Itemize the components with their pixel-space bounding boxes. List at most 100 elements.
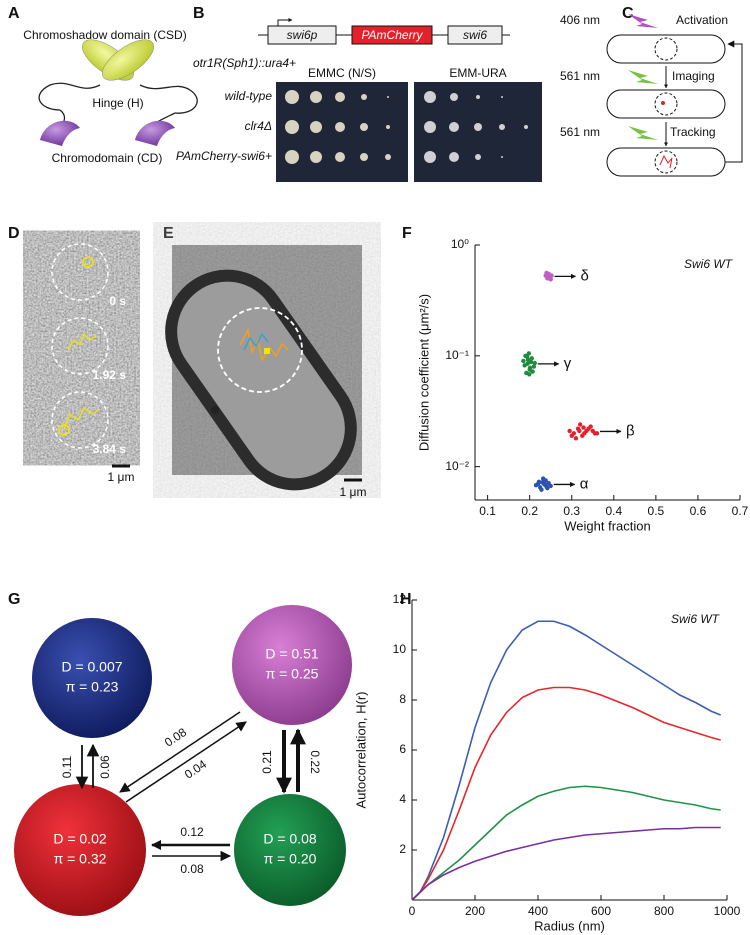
x-tick-label: 0.3	[563, 504, 580, 518]
step-label: Imaging	[672, 69, 715, 83]
x-axis-label: Radius (nm)	[534, 918, 605, 933]
y-tick-label: 8	[399, 692, 406, 706]
scatter-point	[540, 476, 546, 481]
x-tick-label: 0.6	[690, 504, 707, 518]
colony-spot	[449, 122, 459, 132]
x-tick-label: 1000	[714, 904, 741, 918]
colony-spot	[385, 154, 391, 160]
scatter-point	[544, 274, 550, 279]
wavelength: 406 nm	[560, 13, 600, 27]
scatter-point	[532, 360, 537, 366]
colony-spot	[310, 151, 322, 163]
path	[628, 126, 658, 140]
x-tick-label: 200	[465, 904, 485, 918]
scatter-point	[526, 351, 532, 356]
scatter-point	[569, 433, 574, 438]
line	[125, 721, 247, 803]
x-tick-label: 600	[591, 904, 611, 918]
cluster-label: α	[580, 475, 589, 492]
circle	[661, 101, 665, 105]
rect	[264, 348, 270, 354]
colony-spot	[424, 151, 436, 163]
hinge-outline	[38, 82, 198, 131]
state-d: D = 0.007	[61, 659, 122, 675]
csd-shape	[102, 39, 154, 81]
spots	[285, 90, 528, 164]
y-tick-label: 10⁻¹	[445, 348, 469, 362]
circle	[14, 784, 146, 916]
colony-spot	[387, 96, 389, 98]
circle	[654, 92, 678, 116]
scatter-point	[582, 431, 587, 436]
path	[628, 14, 658, 28]
cd-label: Chromodomain (CD)	[52, 151, 163, 165]
y-axis-label: Autocorrelation, H(r)	[353, 691, 368, 808]
scatter-point	[536, 479, 542, 484]
movie-frames	[33, 238, 130, 468]
scatter-point	[586, 426, 591, 431]
y-axis-label: Diffusion coefficient (μm²/s)	[416, 294, 431, 451]
wavelength: 561 nm	[560, 69, 600, 83]
x-axis-label: Weight fraction	[564, 518, 650, 533]
circle	[217, 307, 303, 393]
time-label: 0 s	[109, 294, 126, 308]
circle	[32, 618, 152, 738]
y-tick-label: 10⁰	[451, 237, 469, 251]
polyline	[659, 154, 673, 169]
y-tick-label: 2	[399, 842, 406, 856]
cd-shape	[40, 120, 80, 146]
scatter-point	[567, 428, 572, 434]
scatter-point	[539, 487, 544, 492]
state-diagram	[14, 605, 352, 916]
state-pi: π = 0.20	[264, 851, 317, 867]
polyline	[243, 332, 269, 351]
colony-spot	[386, 125, 390, 129]
polyline	[63, 407, 99, 431]
scatter-point	[527, 372, 532, 377]
state-pi: π = 0.25	[266, 666, 319, 682]
rect	[606, 147, 726, 177]
rect	[33, 312, 130, 384]
y-tick-label: 12	[393, 592, 407, 606]
scatter-point	[581, 425, 586, 430]
circle	[51, 317, 109, 375]
x-tick-label: 0	[409, 904, 416, 918]
colony-spot	[361, 94, 367, 100]
line	[119, 711, 241, 793]
row-label: PAmCherry-swi6+	[176, 149, 272, 163]
series-line	[411, 686, 721, 901]
rate: 0.04	[182, 757, 209, 782]
polyline	[239, 327, 289, 362]
panel-letter: H	[400, 591, 412, 608]
scatter-point	[521, 358, 526, 364]
x-tick-label: 0.7	[732, 504, 749, 518]
cluster-label: δ	[581, 267, 589, 284]
rect	[33, 238, 130, 310]
time-label: 3.84 s	[93, 442, 127, 456]
rect	[606, 89, 726, 119]
colony-spot	[449, 152, 459, 162]
colony-spot	[424, 91, 436, 103]
rate: 0.06	[98, 755, 112, 779]
x-tick-label: 0.2	[521, 504, 538, 518]
y-tick-label: 10⁻²	[445, 459, 469, 473]
cell-image	[165, 245, 362, 491]
time-label: 1.92 s	[93, 368, 127, 382]
series-line	[411, 826, 721, 901]
panel-letter: E	[163, 225, 174, 242]
workflow	[606, 14, 743, 177]
plate-label: EMMC (N/S)	[308, 66, 376, 80]
box	[351, 25, 433, 45]
row-label: wild-type	[225, 89, 273, 103]
colony-spot	[360, 123, 368, 131]
panel-letter: F	[402, 225, 412, 242]
plate-label: EMM-URA	[449, 66, 506, 80]
scatter-point	[590, 428, 595, 434]
circle	[654, 150, 678, 174]
annotation: Swi6 WT	[671, 612, 721, 626]
scatter-point	[530, 369, 535, 374]
cd-shape	[135, 120, 175, 146]
circle	[234, 794, 346, 906]
series-line	[411, 785, 721, 901]
